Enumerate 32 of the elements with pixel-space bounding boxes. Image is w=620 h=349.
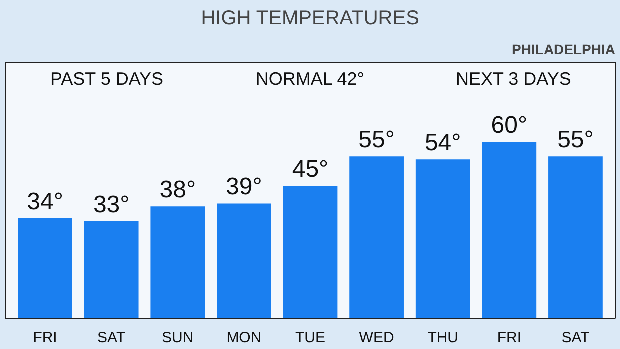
bar bbox=[482, 142, 537, 318]
x-tick-label: SAT bbox=[562, 330, 590, 346]
data-label: 55° bbox=[558, 126, 594, 154]
x-tick-label: FRI bbox=[33, 330, 58, 346]
x-tick-label: MON bbox=[226, 330, 262, 346]
data-label: 55° bbox=[358, 126, 395, 154]
data-label: 38° bbox=[160, 176, 196, 204]
data-label: 45° bbox=[292, 156, 329, 184]
x-tick-label: WED bbox=[359, 330, 394, 346]
bar bbox=[350, 156, 404, 318]
bar bbox=[217, 204, 272, 318]
bar bbox=[84, 221, 139, 318]
bar bbox=[18, 218, 72, 318]
bar bbox=[150, 206, 206, 318]
bar bbox=[283, 186, 338, 318]
text: PAST 5 DAYS bbox=[50, 68, 164, 89]
bar bbox=[548, 156, 603, 318]
text: NORMAL 42° bbox=[256, 68, 364, 89]
data-label: 33° bbox=[93, 191, 130, 218]
chart-title: HIGH TEMPERATURES bbox=[201, 8, 420, 30]
x-tick-label: SUN bbox=[162, 330, 194, 346]
x-tick-label: TUE bbox=[296, 330, 326, 346]
chart-subtitle: PHILADELPHIA bbox=[512, 42, 616, 58]
x-tick-label: SAT bbox=[98, 330, 126, 346]
x-tick-label: THU bbox=[428, 330, 459, 346]
x-tick-label: FRI bbox=[497, 330, 522, 346]
text: NEXT 3 DAYS bbox=[456, 68, 572, 89]
data-label: 54° bbox=[424, 130, 462, 157]
data-label: 60° bbox=[491, 112, 528, 139]
data-label: 34° bbox=[27, 188, 64, 216]
data-label: 39° bbox=[226, 174, 262, 201]
bar bbox=[416, 160, 470, 318]
